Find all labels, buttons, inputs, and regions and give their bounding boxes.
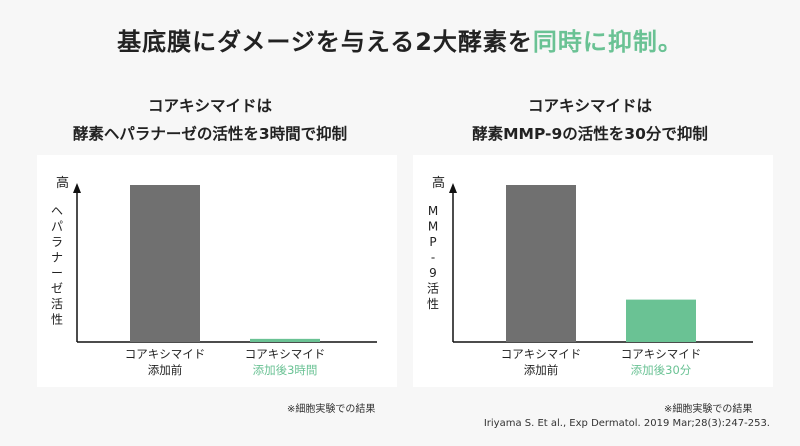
y-axis-label-char: ー (51, 266, 63, 280)
headline-accent: 同時に抑制。 (532, 28, 683, 56)
y-axis-arrow (73, 183, 81, 193)
chart-1-title: コアキシマイドは 酵素ヘパラナーゼの活性を3時間で抑制 (30, 92, 390, 148)
x-tick-label-line2: 添加前 (148, 363, 183, 377)
x-tick-label-line1: コアキシマイド (245, 347, 326, 361)
x-tick-label-line2: 添加後3時間 (253, 363, 318, 377)
chart-1-footnote: ※細胞実験での結果 (287, 404, 376, 415)
chart-2-title-line1: コアキシマイドは (527, 97, 652, 115)
y-axis-label-char: ラ (51, 235, 63, 249)
y-axis-label-char: パ (51, 220, 63, 234)
chart-2-footnote: ※細胞実験での結果 (664, 404, 753, 415)
y-axis-label-char: 性 (51, 313, 63, 327)
y-axis-label-char: M (428, 204, 438, 218)
chart-1-title-line1: コアキシマイドは (147, 97, 272, 115)
chart-1-panel: 高ヘパラナーゼ活性コアキシマイド 添加前 コアキシマイド 添加後3時間 (37, 155, 397, 387)
y-axis-label-char: 活 (51, 297, 63, 311)
bar-before (506, 185, 576, 342)
headline-main: 基底膜にダメージを与える2大酵素を (117, 28, 533, 56)
y-axis-label-char: 活 (427, 282, 439, 296)
x-tick-label-line2: 添加後30分 (631, 363, 692, 377)
chart-2-title: コアキシマイドは 酵素MMP-9の活性を30分で抑制 (410, 92, 770, 148)
bar-after (626, 299, 696, 342)
y-axis-label-char: P (429, 235, 436, 249)
x-tick-label-line1: コアキシマイド (125, 347, 206, 361)
bar-after (250, 338, 320, 342)
y-axis-label-char: 性 (427, 297, 439, 311)
y-axis-label-char: M (428, 220, 438, 234)
y-axis-label-char: 9 (429, 266, 437, 280)
y-axis-arrow (449, 183, 457, 193)
y-axis-top-label: 高 (432, 175, 445, 191)
chart-2-title-line2: 酵素MMP-9の活性を30分で抑制 (472, 125, 708, 143)
page-headline: 基底膜にダメージを与える2大酵素を同時に抑制。 (0, 22, 800, 57)
y-axis-label-char: ゼ (51, 282, 63, 296)
citation: Iriyama S. Et al., Exp Dermatol. 2019 Ma… (483, 418, 770, 429)
x-tick-label-line2: 添加前 (524, 363, 559, 377)
y-axis-label-char: ナ (51, 251, 63, 265)
bar-before (130, 185, 200, 342)
y-axis-label-char: ヘ (51, 204, 63, 218)
y-axis-top-label: 高 (56, 175, 69, 191)
y-axis-label-char: - (431, 251, 435, 265)
chart-1-title-line2: 酵素ヘパラナーゼの活性を3時間で抑制 (72, 125, 348, 143)
chart-2-panel: 高 M M P -9 活性コアキシマイド 添加前 コアキシマイド 添加後30分 (413, 155, 773, 387)
x-tick-label-line1: コアキシマイド (501, 347, 582, 361)
x-tick-label-line1: コアキシマイド (621, 347, 702, 361)
